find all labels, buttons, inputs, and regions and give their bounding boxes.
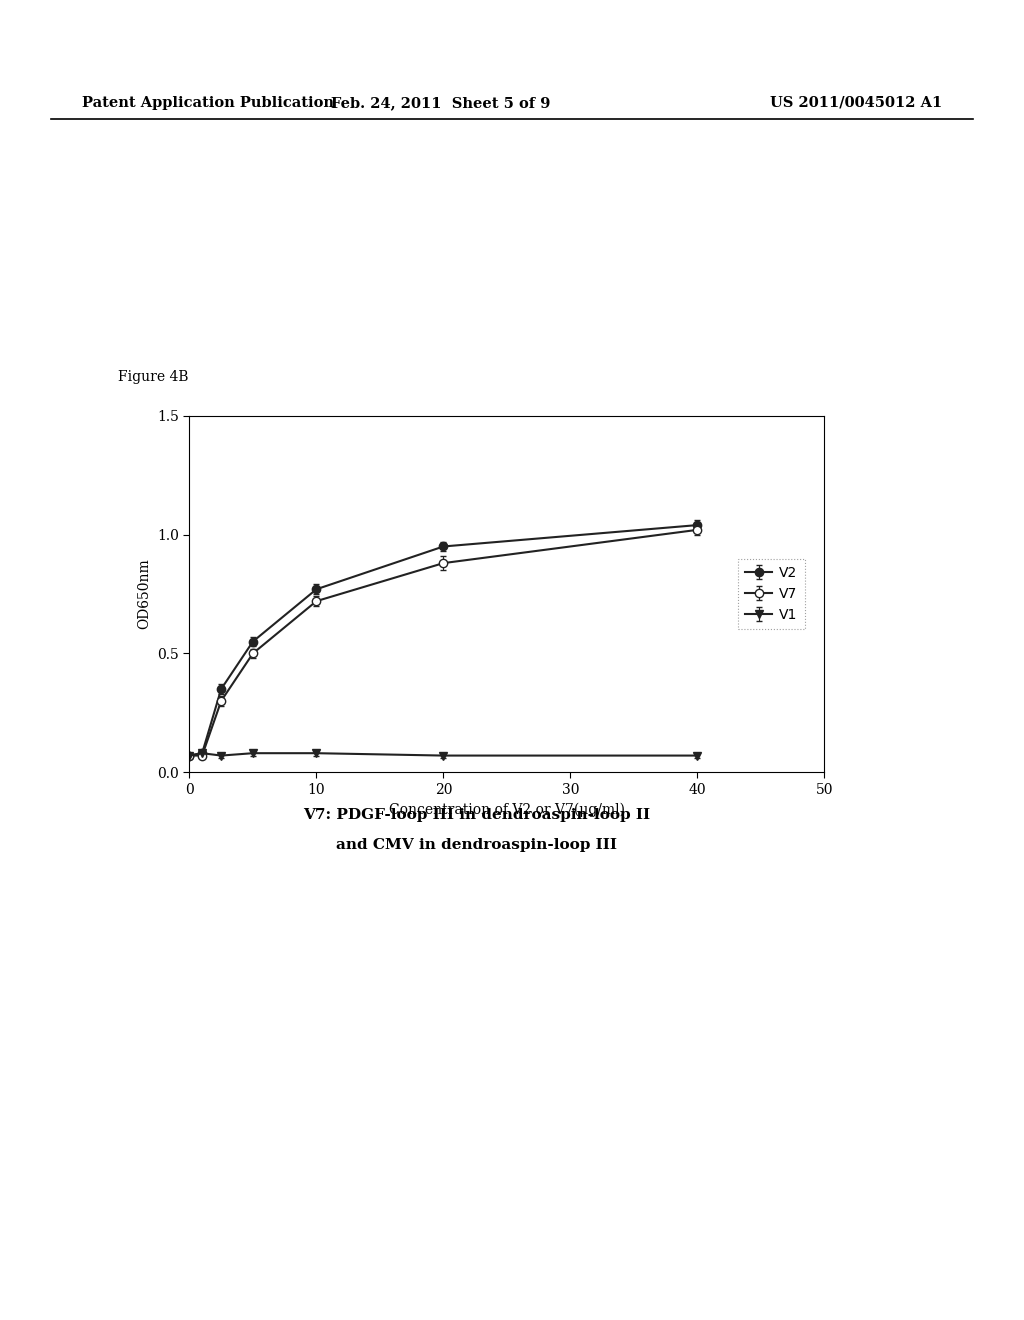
Text: US 2011/0045012 A1: US 2011/0045012 A1 <box>770 96 942 110</box>
Legend: V2, V7, V1: V2, V7, V1 <box>737 560 805 628</box>
X-axis label: Concentration of V2 or V7(μg/ml): Concentration of V2 or V7(μg/ml) <box>389 803 625 817</box>
Text: Patent Application Publication: Patent Application Publication <box>82 96 334 110</box>
Text: and CMV in dendroaspin-loop III: and CMV in dendroaspin-loop III <box>336 838 616 853</box>
Text: Feb. 24, 2011  Sheet 5 of 9: Feb. 24, 2011 Sheet 5 of 9 <box>331 96 550 110</box>
Text: V7: PDGF-loop III in dendroaspin-loop II: V7: PDGF-loop III in dendroaspin-loop II <box>303 808 649 822</box>
Y-axis label: OD650nm: OD650nm <box>137 558 152 630</box>
Text: Figure 4B: Figure 4B <box>118 370 188 384</box>
